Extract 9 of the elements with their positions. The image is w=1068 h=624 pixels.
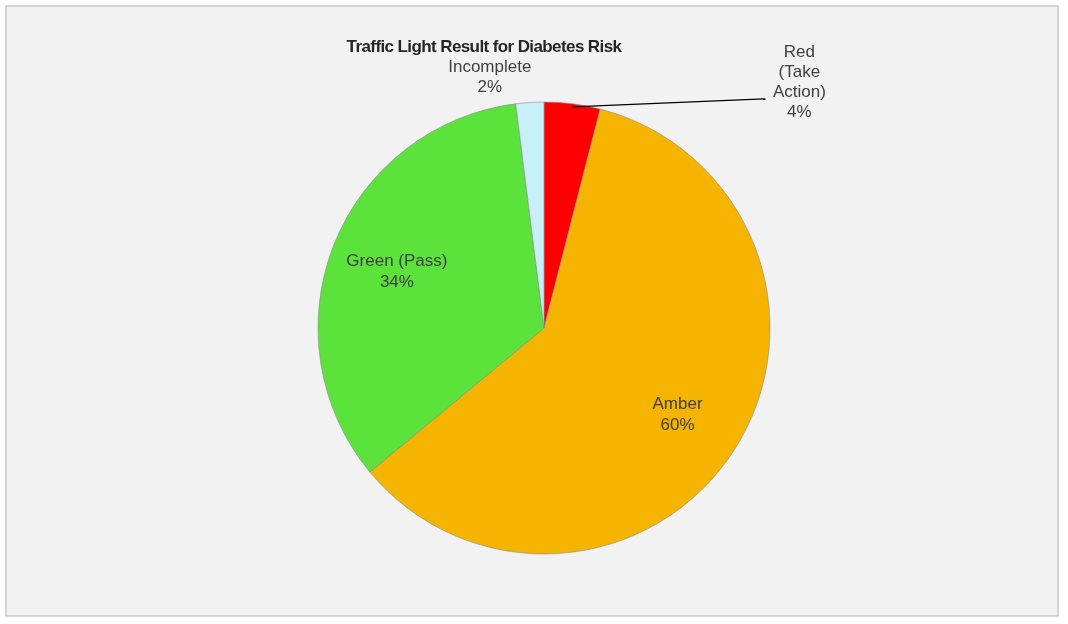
data-label: 60% (660, 414, 695, 434)
data-label: 34% (379, 271, 414, 291)
slice-label: Red (Take Action) (772, 41, 826, 101)
slice-label: Green (Pass) (346, 250, 448, 270)
slice-label: Incomplete (448, 57, 532, 76)
data-label: 4% (787, 101, 812, 121)
data-label: 2% (477, 77, 503, 96)
chart-title: Traffic Light Result for Diabetes Risk (346, 37, 623, 56)
slice-label: Amber (652, 393, 703, 413)
